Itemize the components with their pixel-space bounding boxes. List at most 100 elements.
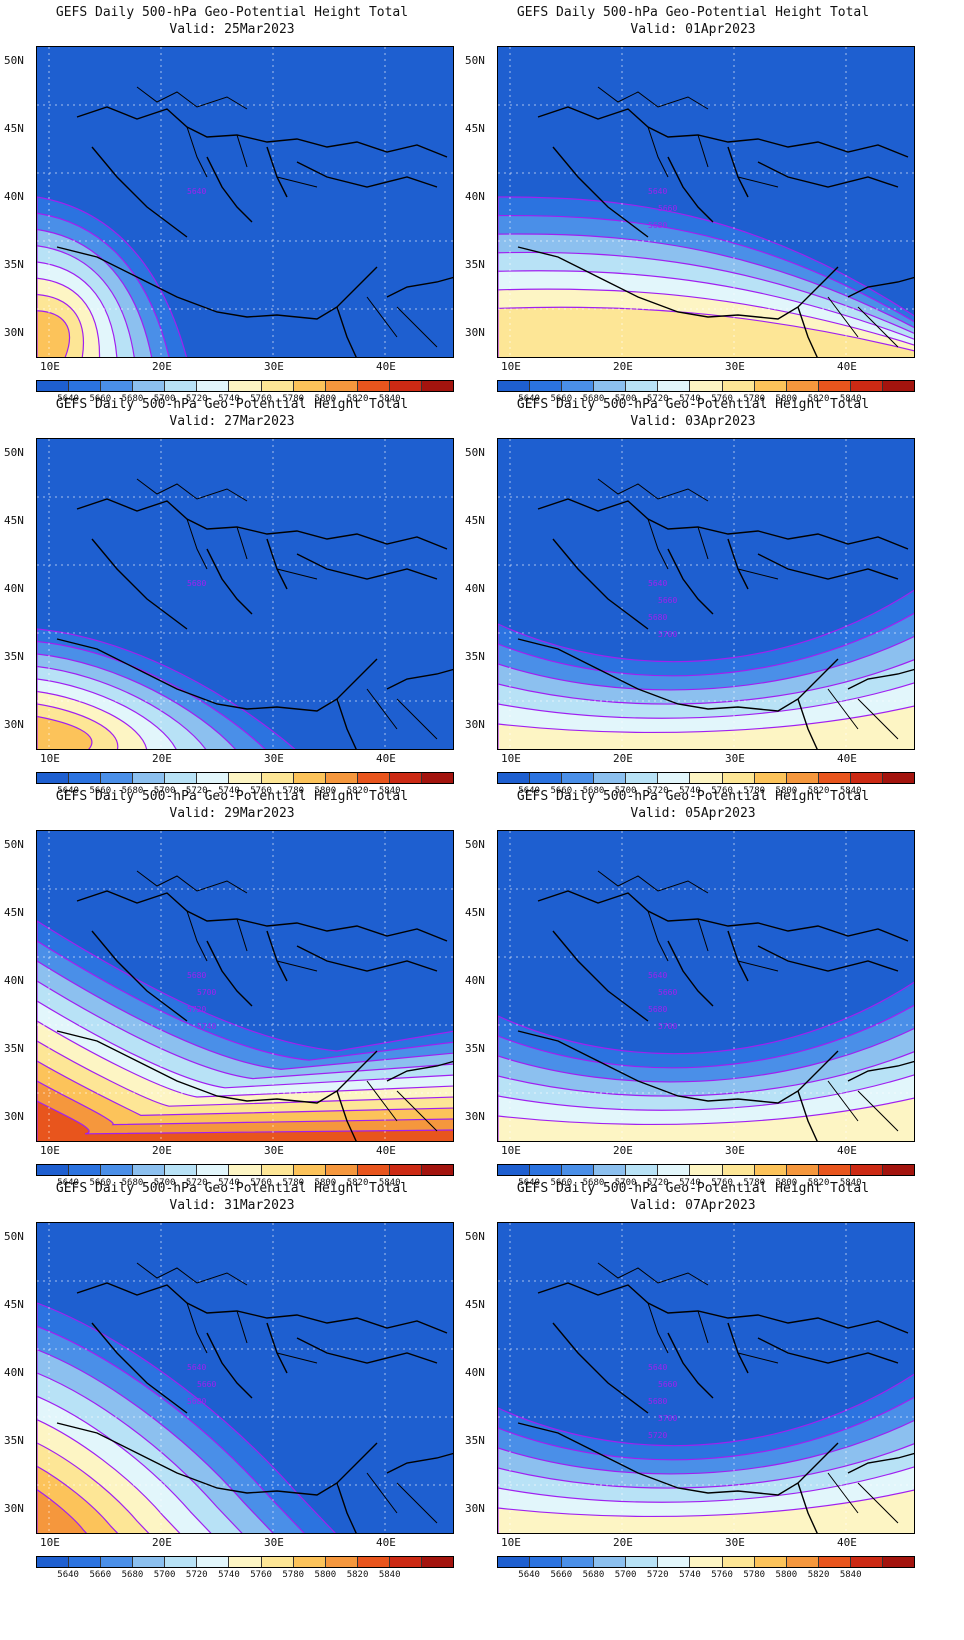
colorbar-swatch — [357, 1557, 390, 1567]
longitude-label: 30E — [725, 752, 745, 765]
colorbar-swatch — [165, 773, 198, 783]
colorbar-label: 5760 — [250, 1178, 272, 1188]
colorbar-swatch — [754, 1557, 787, 1567]
contour-label: 5660 — [658, 596, 678, 605]
country-border — [597, 1262, 899, 1524]
colorbar-label: 5720 — [646, 786, 669, 796]
colorbar — [36, 380, 454, 392]
colorbar-label: 5840 — [839, 1178, 862, 1188]
colorbar-label: 5700 — [614, 1178, 637, 1188]
latitude-label: 45N — [465, 514, 485, 527]
colorbar — [497, 1164, 915, 1176]
colorbar-swatch — [101, 1557, 134, 1567]
colorbar-swatch — [498, 381, 531, 391]
colorbar-swatch — [325, 773, 358, 783]
map-panel: GEFS Daily 500-hPa Geo-Potential Height … — [0, 0, 464, 410]
latitude-label: 35N — [4, 1434, 24, 1447]
contour-label: 5640 — [187, 1363, 207, 1372]
colorbar-label: 5800 — [775, 1178, 798, 1188]
longitude-label: 20E — [152, 752, 172, 765]
longitude-label: 20E — [613, 1536, 633, 1549]
colorbar-label: 5660 — [89, 1178, 112, 1188]
contour-label: 5640 — [187, 187, 207, 196]
colorbar-swatch — [530, 1557, 563, 1567]
colorbar-swatch — [197, 773, 230, 783]
colorbar — [497, 380, 915, 392]
map-panel: GEFS Daily 500-hPa Geo-Potential Height … — [461, 0, 925, 410]
colorbar-label: 5640 — [518, 394, 540, 404]
longitude-label: 30E — [264, 752, 284, 765]
colorbar-swatch — [293, 773, 326, 783]
latitude-label: 40N — [4, 1366, 24, 1379]
colorbar-swatch — [850, 1557, 883, 1567]
colorbar-label: 5640 — [57, 1570, 79, 1580]
longitude-label: 20E — [613, 360, 633, 373]
latitude-label: 45N — [465, 122, 485, 135]
colorbar — [36, 1556, 454, 1568]
colorbar-swatch — [658, 1165, 691, 1175]
colorbar-swatch — [818, 773, 851, 783]
colorbar — [497, 772, 915, 784]
colorbar-label: 5720 — [185, 394, 208, 404]
colorbar-swatch — [626, 1557, 659, 1567]
colorbar-label: 5720 — [646, 1570, 669, 1580]
country-border — [136, 1262, 438, 1524]
colorbar-swatch — [562, 773, 595, 783]
map-plot: 5640 5660 5680 5700 5720 — [497, 1222, 915, 1534]
colorbar-swatch — [690, 773, 723, 783]
latitude-label: 35N — [465, 1434, 485, 1447]
colorbar-swatch — [261, 381, 294, 391]
colorbar-swatch — [293, 1165, 326, 1175]
longitude-label: 40E — [376, 1144, 396, 1157]
contour-label: 5640 — [648, 579, 668, 588]
colorbar-swatch — [850, 773, 883, 783]
contour-label: 5680 — [648, 221, 668, 230]
colorbar-swatch — [101, 773, 134, 783]
colorbar-label: 5680 — [121, 786, 144, 796]
colorbar — [36, 1164, 454, 1176]
colorbar-label: 5660 — [89, 786, 112, 796]
colorbar-swatch — [69, 1165, 102, 1175]
colorbar-swatch — [389, 381, 422, 391]
longitude-label: 10E — [40, 1144, 60, 1157]
contour-label: 5680 — [187, 971, 207, 980]
colorbar-label: 5760 — [711, 1570, 733, 1580]
colorbar-label: 5840 — [378, 1178, 401, 1188]
country-border — [136, 86, 438, 348]
latitude-label: 50N — [4, 54, 24, 67]
colorbar-swatch — [690, 1557, 723, 1567]
colorbar-label: 5800 — [314, 394, 337, 404]
contour-label: 5660 — [197, 1380, 217, 1389]
colorbar-label: 5740 — [218, 1570, 240, 1580]
longitude-label: 40E — [376, 752, 396, 765]
colorbar-swatch — [133, 1165, 166, 1175]
latitude-label: 40N — [465, 974, 485, 987]
colorbar-swatch — [722, 773, 755, 783]
colorbar-label: 5800 — [314, 1178, 337, 1188]
colorbar-swatch — [229, 1165, 262, 1175]
colorbar-swatch — [722, 381, 755, 391]
longitude-label: 30E — [264, 360, 284, 373]
colorbar-swatch — [229, 381, 262, 391]
colorbar-label: 5740 — [679, 1570, 701, 1580]
colorbar-label: 5840 — [839, 394, 862, 404]
latitude-label: 30N — [4, 1110, 24, 1123]
longitude-label: 40E — [837, 752, 857, 765]
colorbar-label: 5780 — [282, 394, 305, 404]
colorbar-label: 5780 — [282, 1570, 305, 1580]
colorbar-label: 5760 — [250, 1570, 272, 1580]
panel-valid-date: Valid: 05Apr2023 — [630, 806, 756, 821]
map-plot: 5640 5660 5680 — [497, 46, 915, 358]
colorbar-swatch — [594, 773, 627, 783]
colorbar-swatch — [421, 773, 454, 783]
colorbar-label: 5720 — [185, 1178, 208, 1188]
colorbar-swatch — [786, 773, 819, 783]
colorbar-swatch — [594, 1165, 627, 1175]
colorbar-swatch — [562, 381, 595, 391]
colorbar-swatch — [754, 773, 787, 783]
colorbar-label: 5740 — [218, 394, 240, 404]
colorbar-swatch — [165, 1165, 198, 1175]
colorbar-label: 5820 — [807, 1178, 830, 1188]
latitude-label: 40N — [4, 974, 24, 987]
longitude-label: 30E — [264, 1536, 284, 1549]
